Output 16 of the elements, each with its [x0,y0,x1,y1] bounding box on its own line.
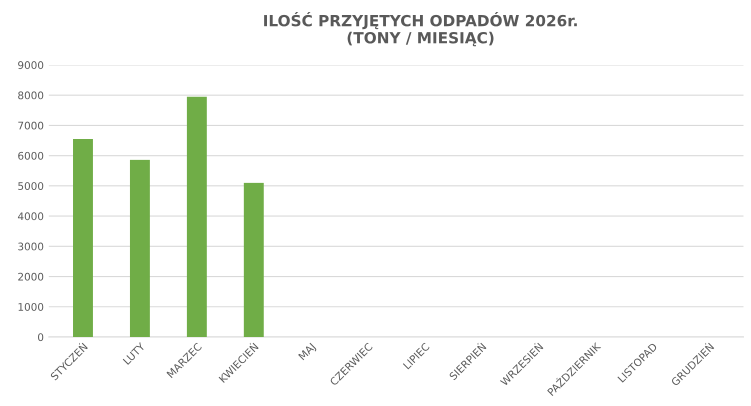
y-tick-label: 3000 [18,242,44,250]
bar [186,96,207,337]
y-tick-label: 2000 [18,272,44,281]
bar [244,182,264,337]
chart-title: ILOŚĆ PRZYJĘTYCH ODPADÓW 2026r. (TONY / MIESIĄC) [264,12,577,46]
y-tick-label: 7000 [18,122,44,130]
y-tick-label: 8000 [18,91,44,100]
y-tick-label: 5000 [18,182,44,190]
bar [73,139,93,337]
y-tick-label: 1000 [18,302,44,311]
y-tick-label: 9000 [18,61,44,70]
y-tick-label: 0 [38,333,44,342]
x-tick-label: MAJ [298,342,318,362]
y-tick-label: 4000 [18,212,44,220]
bar [130,160,150,337]
y-tick-label: 6000 [18,152,44,160]
